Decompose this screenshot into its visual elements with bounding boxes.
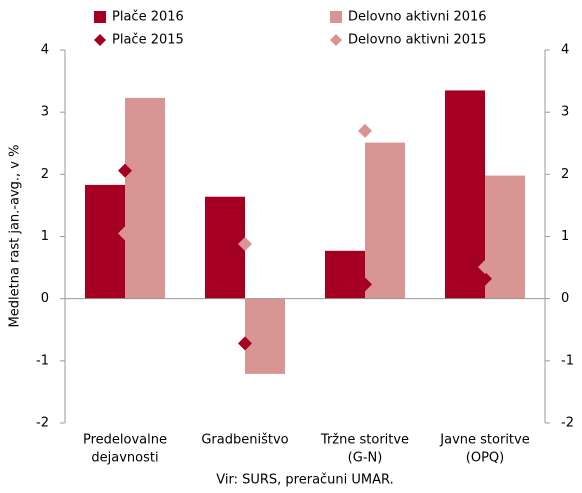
diamond-marker xyxy=(478,271,492,286)
bar xyxy=(485,175,525,299)
x-tick-label: Gradbeništvo xyxy=(201,433,288,448)
bar xyxy=(325,250,365,299)
y2-tick-label: 1 xyxy=(561,229,569,244)
legend-swatch xyxy=(94,11,106,23)
x-tick-label: Tržne storitve xyxy=(320,433,409,448)
y2-tick-label: 2 xyxy=(561,167,569,182)
diamond-marker xyxy=(118,163,132,178)
y-tick-label: 0 xyxy=(41,291,49,306)
legend-label: Plače 2015 xyxy=(112,33,184,48)
x-tick-label: dejavnosti xyxy=(91,451,158,466)
legend-swatch xyxy=(94,34,106,46)
y2-tick-label: 3 xyxy=(561,105,569,120)
legend-label: Plače 2016 xyxy=(112,10,184,25)
diamond-marker xyxy=(118,226,132,241)
bar xyxy=(85,184,125,299)
legend-swatch xyxy=(330,34,342,46)
source-note: Vir: SURS, preračuni UMAR. xyxy=(216,473,393,488)
legend-label: Delovno aktivni 2016 xyxy=(348,10,487,25)
y-tick-label: 4 xyxy=(41,43,49,58)
bar xyxy=(365,142,405,299)
y2-tick-label: -2 xyxy=(561,416,574,431)
x-tick-label: (G-N) xyxy=(348,451,383,466)
diamond-marker xyxy=(358,277,372,292)
x-tick-label: Javne storitve xyxy=(439,433,529,448)
legend-swatch xyxy=(330,11,342,23)
bar xyxy=(125,97,165,299)
legend-label: Delovno aktivni 2015 xyxy=(348,33,487,48)
diamond-marker xyxy=(238,336,252,351)
diamond-marker xyxy=(478,259,492,274)
diamond-marker xyxy=(238,236,252,251)
y-tick-label: 1 xyxy=(41,229,49,244)
y2-tick-label: 4 xyxy=(561,43,569,58)
bar xyxy=(205,196,245,299)
y-tick-label: -1 xyxy=(36,353,49,368)
bar xyxy=(245,298,285,374)
y2-tick-label: 0 xyxy=(561,291,569,306)
y-tick-label: 3 xyxy=(41,105,49,120)
y-tick-label: -2 xyxy=(36,416,49,431)
y-tick-label: 2 xyxy=(41,167,49,182)
x-tick-label: (OPQ) xyxy=(466,451,504,466)
y2-tick-label: -1 xyxy=(561,353,574,368)
bar xyxy=(445,90,485,299)
x-tick-label: Predelovalne xyxy=(83,433,167,448)
diamond-marker xyxy=(358,123,372,138)
y-axis-title: Medletna rast jan.-avg., v % xyxy=(8,145,23,328)
